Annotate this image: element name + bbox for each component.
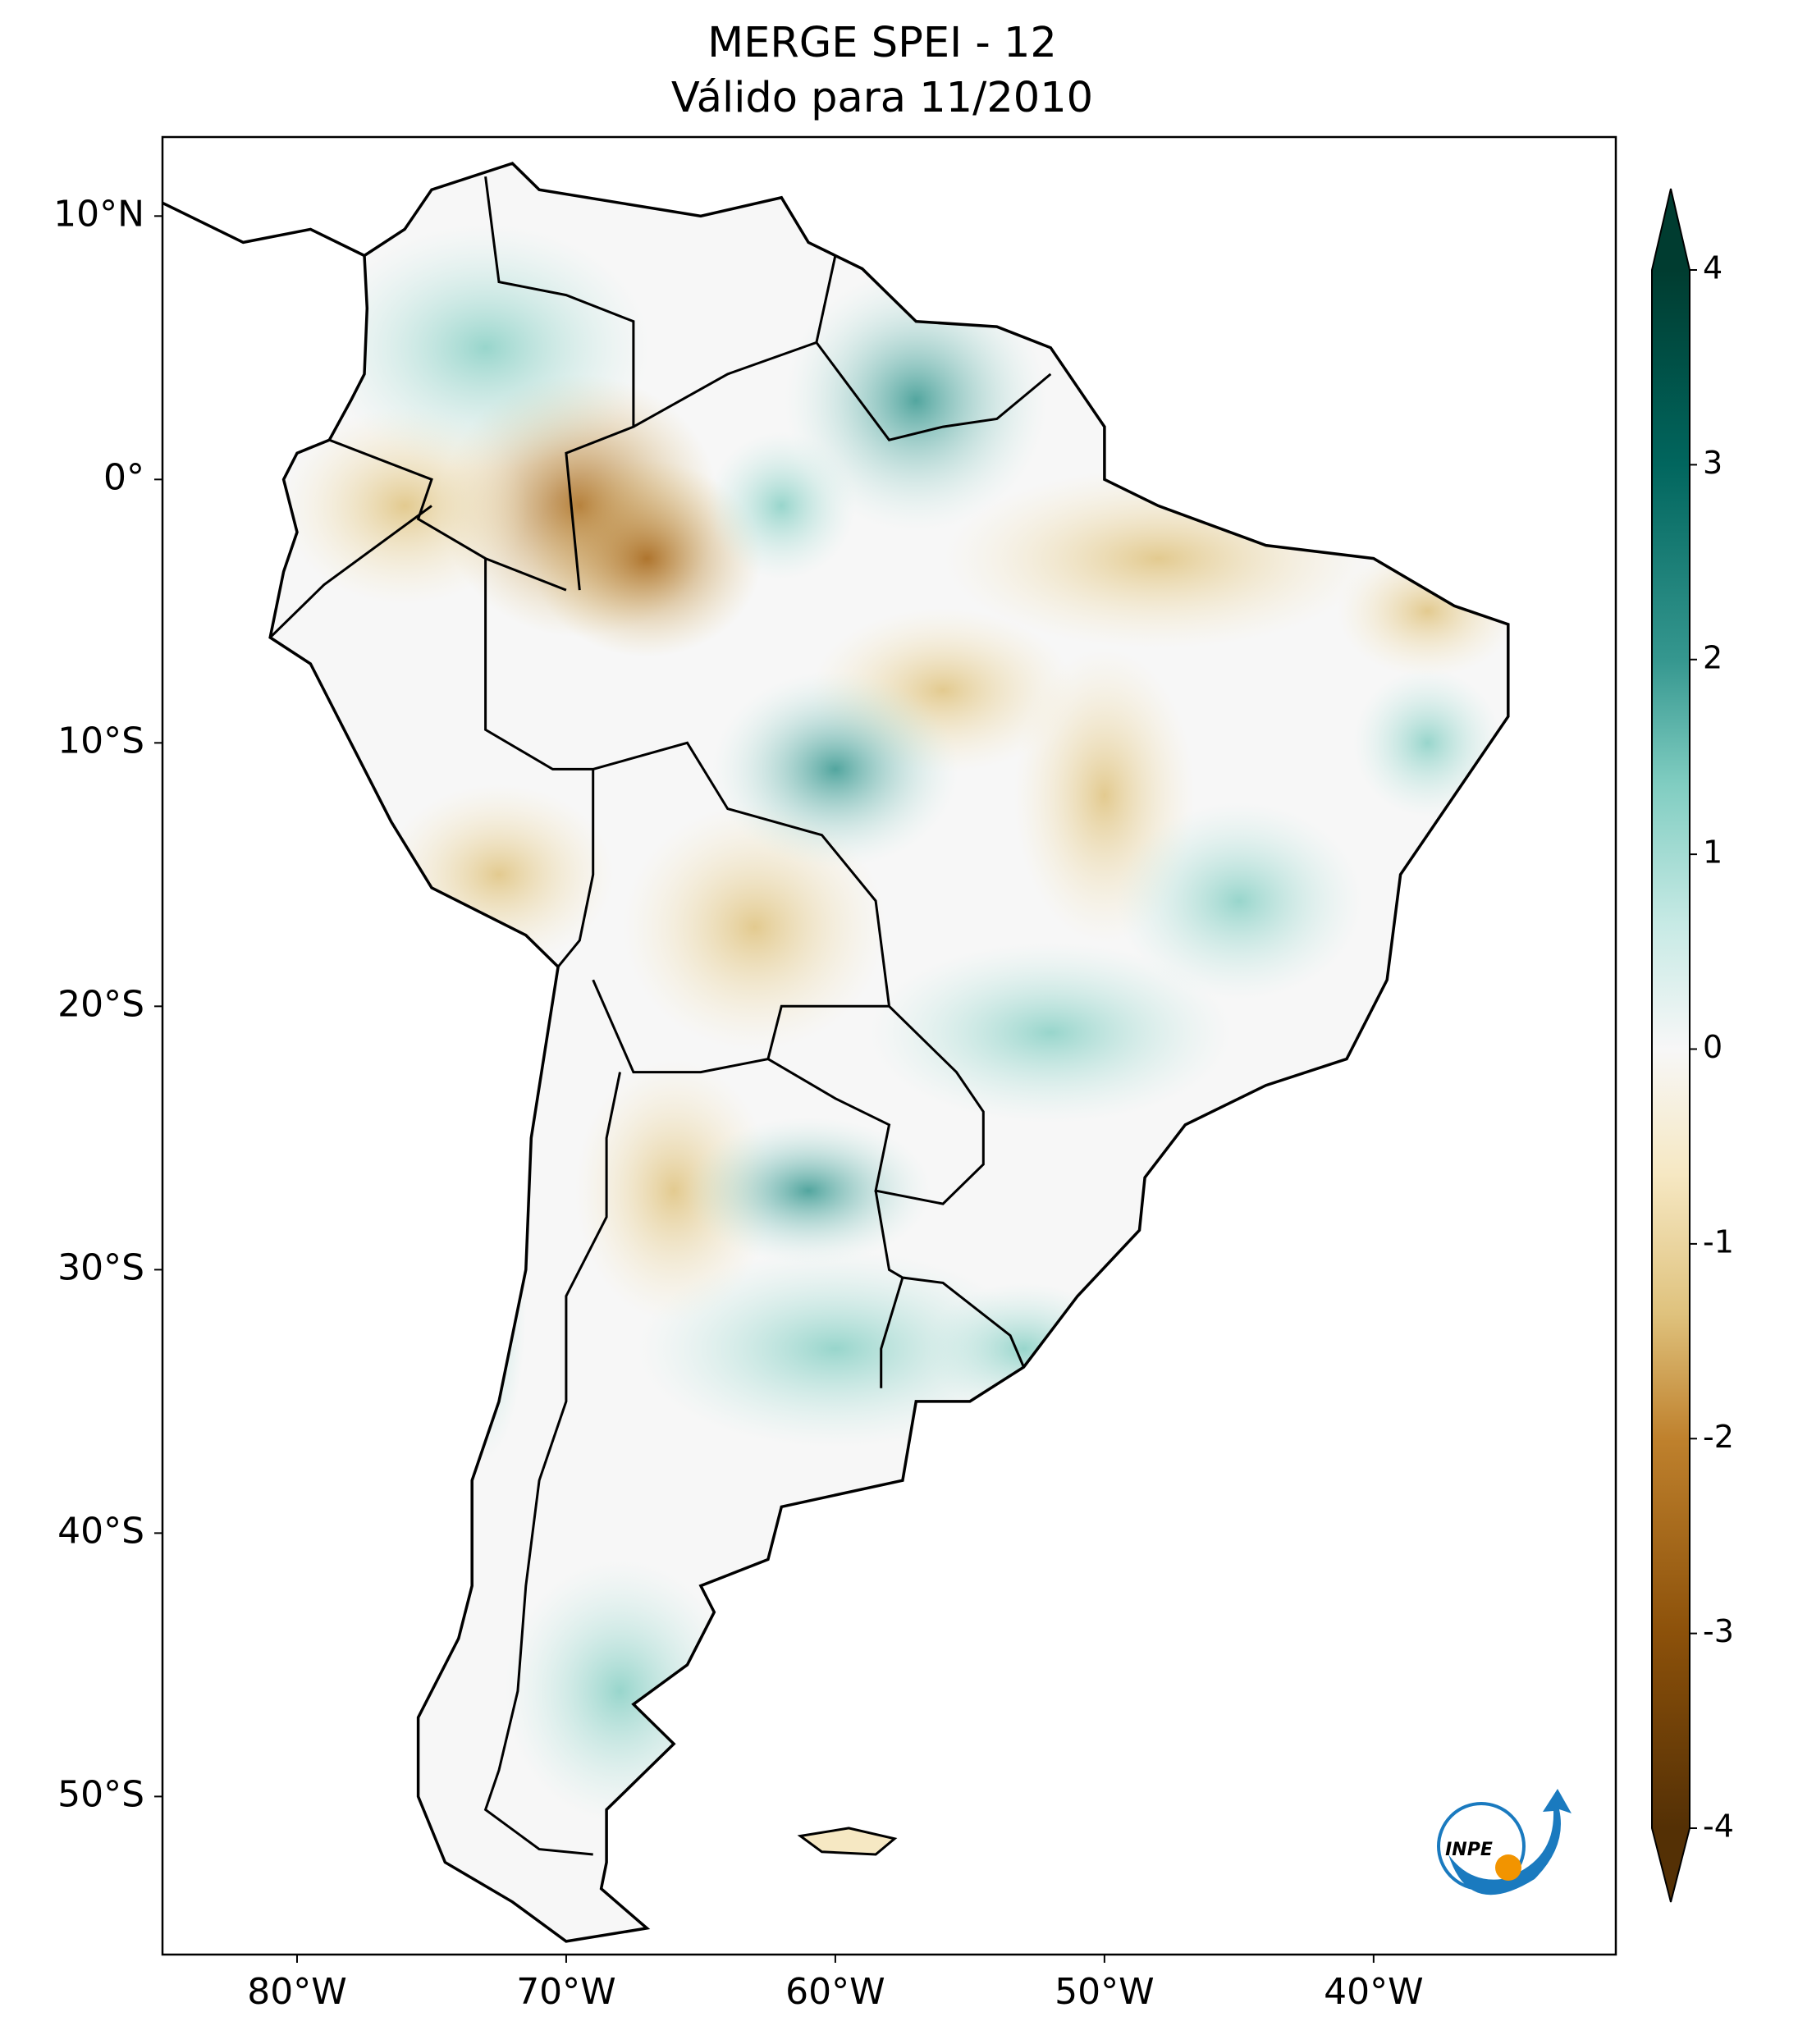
spei-patch [505,1559,735,1822]
colorbar-extend-top [1652,189,1690,270]
x-tick-label: 40°W [1324,1971,1424,2013]
colorbar-tick-label: -4 [1703,1809,1734,1845]
spei-patch [575,1059,773,1323]
colorbar-tick-label: 3 [1703,445,1723,481]
spei-patch [1337,545,1508,677]
x-tick-label: 70°W [516,1971,616,2013]
logo: INPE [1437,1789,1572,1895]
spei-patch [1353,669,1502,817]
colorbar-tick-label: 1 [1703,835,1723,871]
spei-patch [711,670,958,868]
spei-patch [1115,802,1362,999]
y-tick-label: 40°S [57,1510,144,1552]
y-tick-label: 30°S [57,1246,144,1288]
x-tick-label: 60°W [785,1971,885,2013]
map-frame [161,135,1617,1956]
y-tick-label: 10°N [53,193,144,235]
colorbar-extend-bottom [1652,1828,1690,1902]
spei-patch [532,460,762,657]
x-tick-label: 80°W [247,1971,347,2013]
spei-patch [785,269,1048,533]
borders [269,176,1052,1856]
spei-patch [685,1117,932,1265]
y-tick-label: 50°S [57,1773,144,1815]
island [797,1827,898,1856]
colorbar-tick-label: -2 [1703,1419,1734,1455]
spei-patch [707,432,856,580]
spei-patch [321,224,650,471]
spei-patch [925,1283,1123,1415]
y-tick-label: 10°S [57,720,144,761]
coastline [162,201,365,258]
spei-patch [638,1250,1032,1447]
colorbar [1652,270,1690,1828]
spei-patch [444,1132,527,1461]
colorbar-tick-label: 4 [1703,250,1723,286]
map-title: MERGE SPEI - 12 [707,19,1057,67]
colorbar-tick-label: 2 [1703,639,1723,675]
coastline [268,162,1510,1943]
colorbar-tick-label: -3 [1703,1613,1734,1649]
colorbar-tick-label: -1 [1703,1223,1734,1260]
logo-arrow [1448,1789,1572,1895]
logo-text: INPE [1445,1840,1493,1860]
map-subtitle: Válido para 11/2010 [671,74,1093,122]
y-tick-label: 20°S [57,983,144,1025]
x-tick-label: 50°W [1055,1971,1155,2013]
y-tick-label: 0° [103,456,144,498]
colorbar-tick-label: 0 [1703,1029,1723,1065]
land [268,162,1510,1943]
logo-dot [1495,1854,1521,1881]
